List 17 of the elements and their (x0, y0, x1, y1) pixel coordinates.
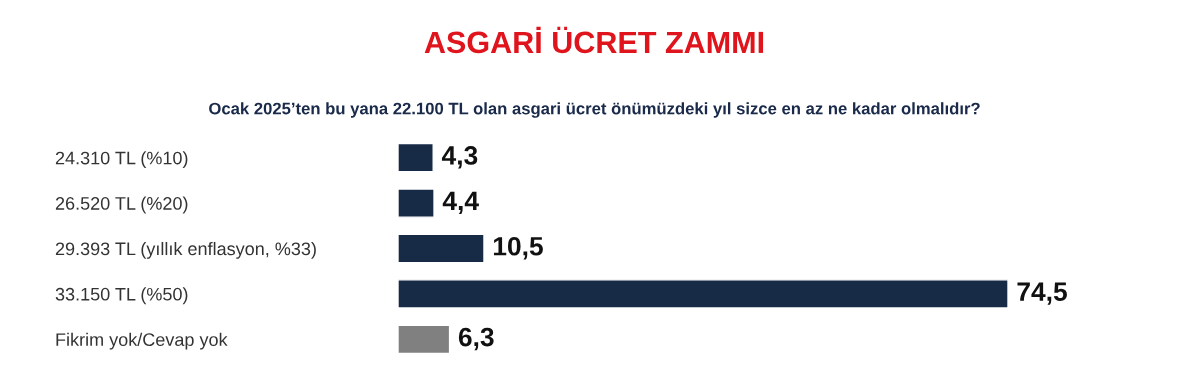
bar (398, 279, 1008, 309)
y-tick-label: 26.520 TL (%20) (55, 196, 188, 214)
y-tick-label: Fikrim yok/Cevap yok (56, 332, 228, 350)
chart-subtitle: Ocak 2025’ten bu yana 22.100 TL olan asgari ücret önümüzdeki yıl sizce en az ne kadar olmalıdır? (209, 102, 980, 118)
bar (398, 233, 485, 264)
bar (398, 324, 451, 355)
y-tick-label: 24.310 TL (%10) (55, 151, 188, 168)
bar (398, 142, 434, 173)
data-label: 4,3 (441, 146, 478, 169)
data-label: 4,4 (442, 191, 479, 215)
data-label: 74,5 (1017, 282, 1067, 305)
bar (398, 188, 435, 218)
chart-title: ASGARİ ÜCRET ZAMMI (424, 26, 764, 54)
data-label: 10,5 (493, 236, 543, 260)
y-tick-label: 33.150 TL (%50) (55, 287, 188, 305)
data-label: 6,3 (458, 327, 494, 351)
y-tick-label: 29.393 TL (yıllık enflasyon, %33) (55, 241, 316, 259)
